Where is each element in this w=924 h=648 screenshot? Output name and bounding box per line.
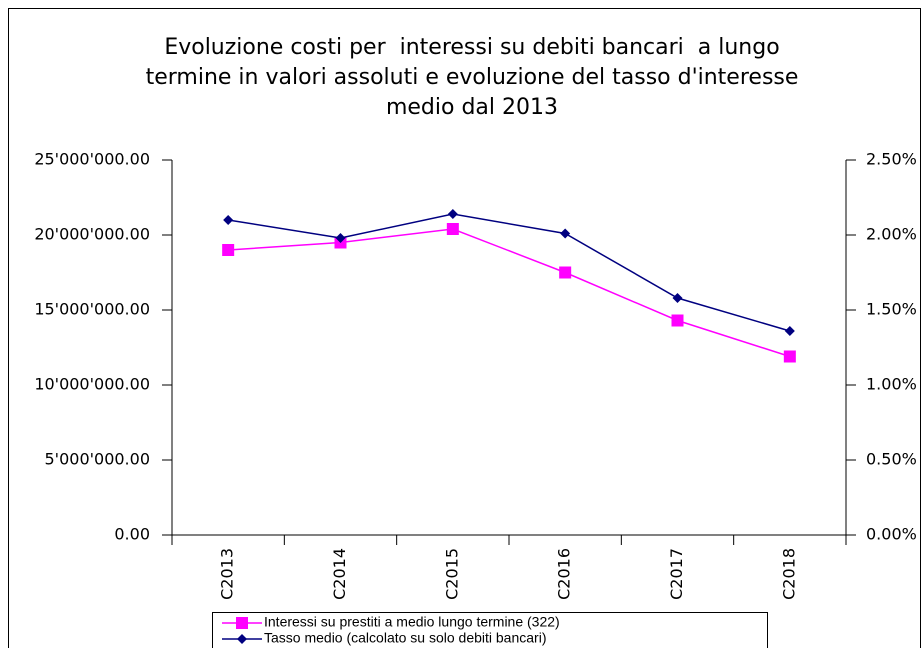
legend-label: Interessi su prestiti a medio lungo term… <box>264 614 560 630</box>
x-tick-label: C2016 <box>555 548 574 600</box>
data-point <box>560 228 571 239</box>
data-point <box>222 244 235 256</box>
y2-tick-label: 1.50% <box>866 300 917 319</box>
y2-tick-label: 0.00% <box>866 525 917 544</box>
data-point <box>335 233 346 243</box>
legend-marker <box>237 634 247 644</box>
x-tick-label: C2014 <box>330 548 349 600</box>
y2-tick-label: 1.00% <box>866 375 917 394</box>
series-line <box>228 228 791 358</box>
x-tick-label: C2018 <box>779 548 798 600</box>
data-point <box>671 314 684 327</box>
y-tick-label: 25'000'000.00 <box>34 150 150 169</box>
x-tick-label: C2013 <box>218 548 237 600</box>
data-point <box>559 266 572 279</box>
data-point <box>223 215 234 225</box>
y2-tick-label: 2.00% <box>866 225 917 244</box>
y-tick-label: 5'000'000.00 <box>45 450 151 469</box>
chart-title: Evoluzione costi per interessi su debiti… <box>164 35 779 60</box>
chart-title: termine in valori assoluti e evoluzione … <box>146 65 799 90</box>
y2-tick-label: 0.50% <box>866 450 917 469</box>
y-tick-label: 0.00 <box>114 525 150 544</box>
chart-border <box>8 8 921 648</box>
chart-title: medio dal 2013 <box>386 95 558 120</box>
y-tick-label: 10'000'000.00 <box>34 375 150 394</box>
y-tick-label: 15'000'000.00 <box>34 300 150 319</box>
legend-marker <box>236 617 248 629</box>
legend-label: Tasso medio (calcolato su solo debiti ba… <box>264 630 546 646</box>
series-line <box>228 213 791 332</box>
legend-box <box>212 612 768 648</box>
y2-tick-label: 2.50% <box>866 150 917 169</box>
data-point <box>672 293 683 303</box>
data-point <box>783 350 796 363</box>
x-tick-label: C2015 <box>442 548 461 600</box>
x-tick-label: C2017 <box>667 548 686 600</box>
y-tick-label: 20'000'000.00 <box>34 225 150 244</box>
data-point <box>446 223 459 235</box>
data-point <box>784 326 795 336</box>
data-point <box>447 209 458 219</box>
